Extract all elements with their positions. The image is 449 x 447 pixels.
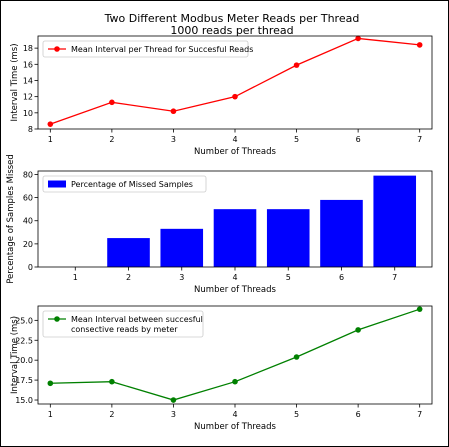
- data-point-thread-2: [109, 378, 115, 385]
- x-tick-label: 5: [294, 410, 299, 419]
- x-tick-label: 3: [179, 273, 184, 282]
- x-tick-label: 7: [392, 273, 397, 282]
- x-axis-label: Number of Threads: [194, 285, 276, 295]
- legend-box: [42, 310, 204, 338]
- y-tick-label: 17.5: [15, 376, 33, 385]
- legend-marker: [54, 46, 60, 52]
- y-tick-label: 22.5: [15, 336, 33, 345]
- x-axis-label: Number of Threads: [194, 422, 276, 432]
- legend-marker: [54, 316, 60, 322]
- y-tick-label: 60: [23, 194, 33, 203]
- x-tick-label: 5: [294, 135, 299, 144]
- y-tick-label: 10: [23, 109, 33, 118]
- legend-label: Mean Interval per Thread for Succesful R…: [71, 45, 253, 54]
- x-tick-label: 2: [109, 410, 114, 419]
- data-point-thread-1: [47, 380, 54, 387]
- y-tick-label: 15.0: [15, 396, 33, 405]
- bar-thread-4: [213, 209, 257, 267]
- x-tick-label: 6: [339, 273, 344, 282]
- bar-thread-7: [373, 175, 417, 267]
- x-tick-label: 4: [232, 273, 237, 282]
- y-tick-label: 14: [23, 76, 33, 85]
- data-point-thread-5: [293, 62, 300, 68]
- x-tick-label: 1: [48, 410, 53, 419]
- legend: Mean Interval per Thread for Succesful R…: [42, 40, 253, 58]
- y-tick-label: 25.0: [15, 316, 33, 325]
- x-tick-label: 2: [109, 135, 114, 144]
- legend: Mean Interval between succesfulconsectiv…: [42, 310, 204, 338]
- x-tick-label: 6: [356, 135, 361, 144]
- figure-title: Two Different Modbus Meter Reads per Thr…: [104, 12, 360, 25]
- chart-panel-2: 1 2 3 4 5 6 7 0 20 40 60 80 Number of Threads Percent…: [6, 154, 433, 295]
- data-point-thread-3: [170, 108, 177, 115]
- x-tick-label: 3: [171, 135, 176, 144]
- figure-subtitle: 1000 reads per thread: [170, 24, 293, 37]
- y-tick-label: 8: [28, 125, 33, 134]
- legend-swatch: [48, 180, 66, 188]
- y-axis-label: Interval Time (ms): [10, 316, 20, 394]
- data-point-thread-3: [170, 397, 177, 403]
- data-point-thread-7: [416, 42, 423, 48]
- chart-panel-3: 1 2 3 4 5 6 7 15.0 17.5 20.0 22.5 25.0 Number of Thr…: [10, 305, 433, 432]
- legend-box: [42, 175, 207, 193]
- legend: Percentage of Missed Samples: [42, 175, 207, 193]
- data-point-thread-6: [355, 327, 361, 333]
- legend-box: [42, 40, 249, 58]
- y-tick-label: 20.0: [15, 356, 33, 365]
- data-point-thread-6: [355, 35, 361, 42]
- bar-thread-5: [266, 209, 310, 267]
- x-tick-label: 7: [417, 135, 422, 144]
- x-tick-label: 2: [126, 273, 131, 282]
- data-point-thread-1: [47, 121, 54, 127]
- bar-thread-3: [160, 228, 204, 267]
- y-tick-label: 40: [23, 217, 33, 226]
- data-point-thread-7: [416, 306, 423, 312]
- x-tick-label: 4: [232, 410, 237, 419]
- data-point-thread-4: [232, 378, 238, 385]
- legend-label: Percentage of Missed Samples: [71, 180, 193, 189]
- y-axis-label: Interval Time (ms): [10, 43, 20, 121]
- x-tick-label: 7: [417, 410, 422, 419]
- x-tick-label: 1: [73, 273, 78, 282]
- y-tick-label: 0: [28, 263, 33, 272]
- data-point-thread-2: [109, 99, 115, 106]
- x-tick-label: 5: [286, 273, 291, 282]
- legend-label: Mean Interval between succesful: [71, 315, 203, 324]
- y-axis-label: Percentage of Samples Missed: [6, 154, 16, 284]
- y-tick-label: 80: [23, 170, 33, 179]
- x-axis-label: Number of Threads: [194, 147, 276, 157]
- y-tick-label: 20: [23, 240, 33, 249]
- y-tick-label: 18: [23, 44, 33, 53]
- bar-thread-2: [107, 238, 150, 267]
- y-tick-label: 12: [23, 93, 33, 102]
- x-tick-label: 1: [48, 135, 53, 144]
- x-tick-label: 3: [171, 410, 176, 419]
- legend-label: consective reads by meter: [71, 325, 178, 334]
- x-tick-label: 4: [232, 135, 237, 144]
- y-tick-label: 16: [23, 60, 33, 69]
- data-point-thread-4: [232, 93, 238, 100]
- x-tick-label: 6: [356, 410, 361, 419]
- bar-thread-6: [320, 199, 363, 267]
- data-point-thread-5: [293, 354, 300, 360]
